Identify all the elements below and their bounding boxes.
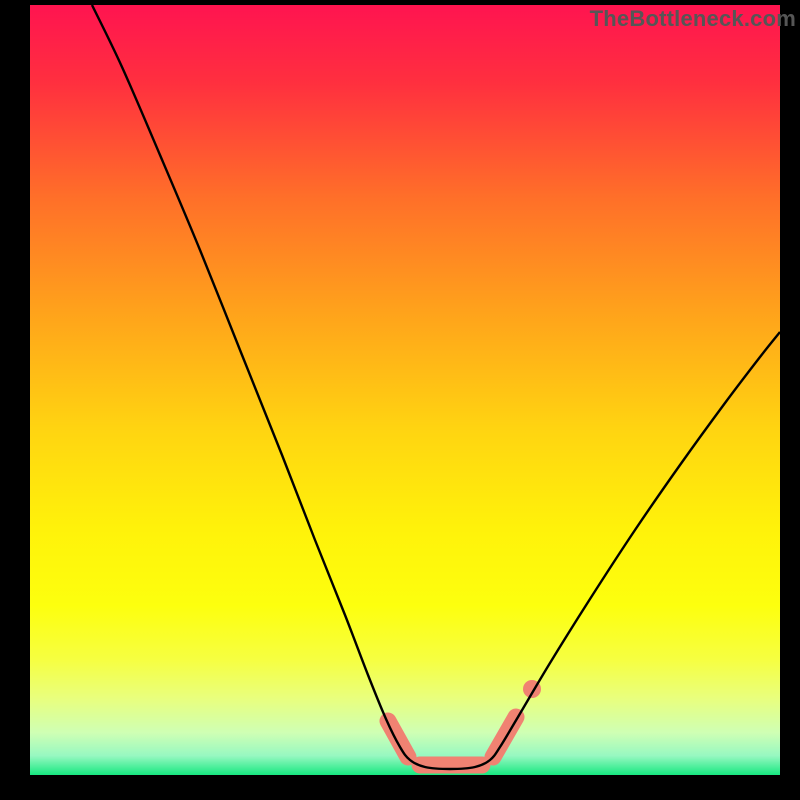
watermark-text: TheBottleneck.com	[590, 6, 796, 32]
chart-svg	[30, 5, 780, 775]
gradient-background	[30, 5, 780, 775]
chart-plot-area	[30, 5, 780, 775]
